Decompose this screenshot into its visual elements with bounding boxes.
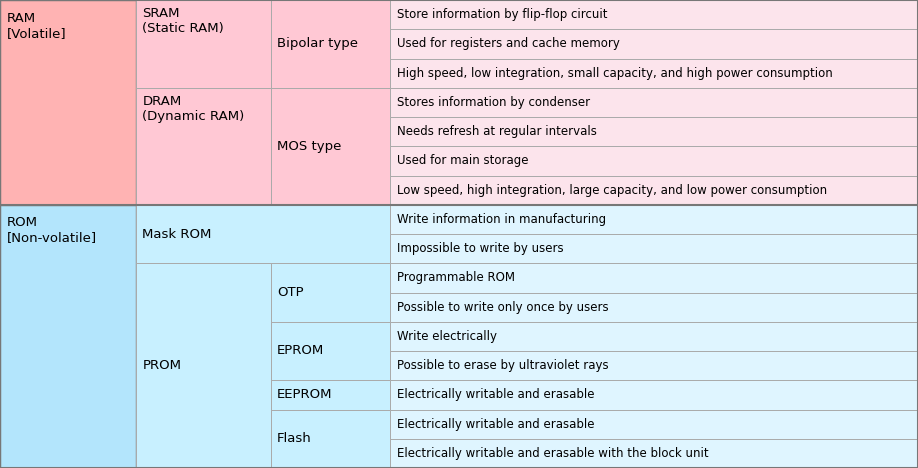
Bar xyxy=(271,322,390,380)
Bar xyxy=(136,205,390,263)
Text: Bipolar type: Bipolar type xyxy=(277,37,358,51)
Text: Programmable ROM: Programmable ROM xyxy=(397,271,515,285)
Text: Flash: Flash xyxy=(277,432,312,445)
Bar xyxy=(390,292,918,322)
Bar xyxy=(390,88,918,117)
Bar xyxy=(390,263,918,292)
Bar xyxy=(136,263,271,468)
Text: Stores information by condenser: Stores information by condenser xyxy=(397,96,589,109)
Bar xyxy=(390,322,918,351)
Text: Mask ROM: Mask ROM xyxy=(142,227,212,241)
Bar xyxy=(271,88,390,205)
Bar xyxy=(390,380,918,410)
Bar xyxy=(390,29,918,58)
Bar xyxy=(390,410,918,439)
Bar xyxy=(390,0,918,29)
Text: EPROM: EPROM xyxy=(277,344,324,358)
Text: Electrically writable and erasable: Electrically writable and erasable xyxy=(397,388,594,402)
Text: DRAM
(Dynamic RAM): DRAM (Dynamic RAM) xyxy=(142,95,244,123)
Text: RAM
[Volatile]: RAM [Volatile] xyxy=(6,12,66,40)
Text: Store information by flip-flop circuit: Store information by flip-flop circuit xyxy=(397,8,607,21)
Text: Write information in manufacturing: Write information in manufacturing xyxy=(397,213,606,226)
Text: High speed, low integration, small capacity, and high power consumption: High speed, low integration, small capac… xyxy=(397,66,833,80)
Bar xyxy=(390,58,918,88)
Bar xyxy=(0,205,136,468)
Bar xyxy=(136,0,271,88)
Bar xyxy=(271,0,390,88)
Text: SRAM
(Static RAM): SRAM (Static RAM) xyxy=(142,7,224,35)
Text: Electrically writable and erasable with the block unit: Electrically writable and erasable with … xyxy=(397,447,708,460)
Bar xyxy=(390,234,918,263)
Bar xyxy=(390,205,918,234)
Text: Write electrically: Write electrically xyxy=(397,330,497,343)
Text: Electrically writable and erasable: Electrically writable and erasable xyxy=(397,417,594,431)
Text: Low speed, high integration, large capacity, and low power consumption: Low speed, high integration, large capac… xyxy=(397,183,827,197)
Text: EEPROM: EEPROM xyxy=(277,388,332,402)
Bar xyxy=(390,351,918,380)
Text: ROM
[Non-volatile]: ROM [Non-volatile] xyxy=(6,216,96,244)
Bar xyxy=(390,439,918,468)
Text: Needs refresh at regular intervals: Needs refresh at regular intervals xyxy=(397,125,597,138)
Bar xyxy=(0,0,136,205)
Bar xyxy=(390,117,918,146)
Text: Used for main storage: Used for main storage xyxy=(397,154,528,168)
Text: Used for registers and cache memory: Used for registers and cache memory xyxy=(397,37,620,51)
Bar xyxy=(271,410,390,468)
Bar xyxy=(271,380,390,410)
Bar xyxy=(271,263,390,322)
Bar xyxy=(136,88,271,205)
Text: PROM: PROM xyxy=(142,359,181,372)
Text: OTP: OTP xyxy=(277,286,304,299)
Text: Possible to erase by ultraviolet rays: Possible to erase by ultraviolet rays xyxy=(397,359,609,372)
Text: MOS type: MOS type xyxy=(277,140,341,153)
Bar xyxy=(390,176,918,205)
Bar xyxy=(390,146,918,176)
Text: Impossible to write by users: Impossible to write by users xyxy=(397,242,564,255)
Text: Possible to write only once by users: Possible to write only once by users xyxy=(397,300,609,314)
